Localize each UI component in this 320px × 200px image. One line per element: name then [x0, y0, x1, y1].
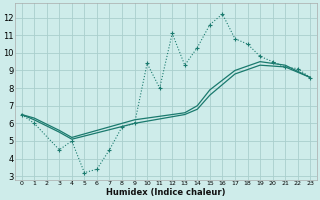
X-axis label: Humidex (Indice chaleur): Humidex (Indice chaleur)	[106, 188, 226, 197]
